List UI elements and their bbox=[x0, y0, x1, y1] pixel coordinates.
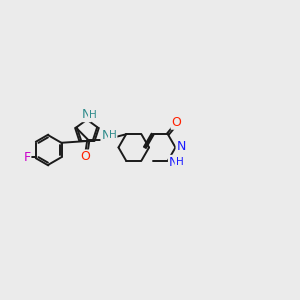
Text: H: H bbox=[109, 130, 117, 140]
Text: H: H bbox=[89, 110, 97, 120]
Text: O: O bbox=[80, 151, 90, 164]
Text: N: N bbox=[82, 108, 91, 121]
Text: H: H bbox=[176, 157, 183, 167]
Text: N: N bbox=[101, 129, 111, 142]
Text: N: N bbox=[169, 156, 178, 169]
Text: F: F bbox=[23, 151, 30, 164]
Text: O: O bbox=[172, 116, 182, 129]
Text: N: N bbox=[177, 140, 186, 153]
